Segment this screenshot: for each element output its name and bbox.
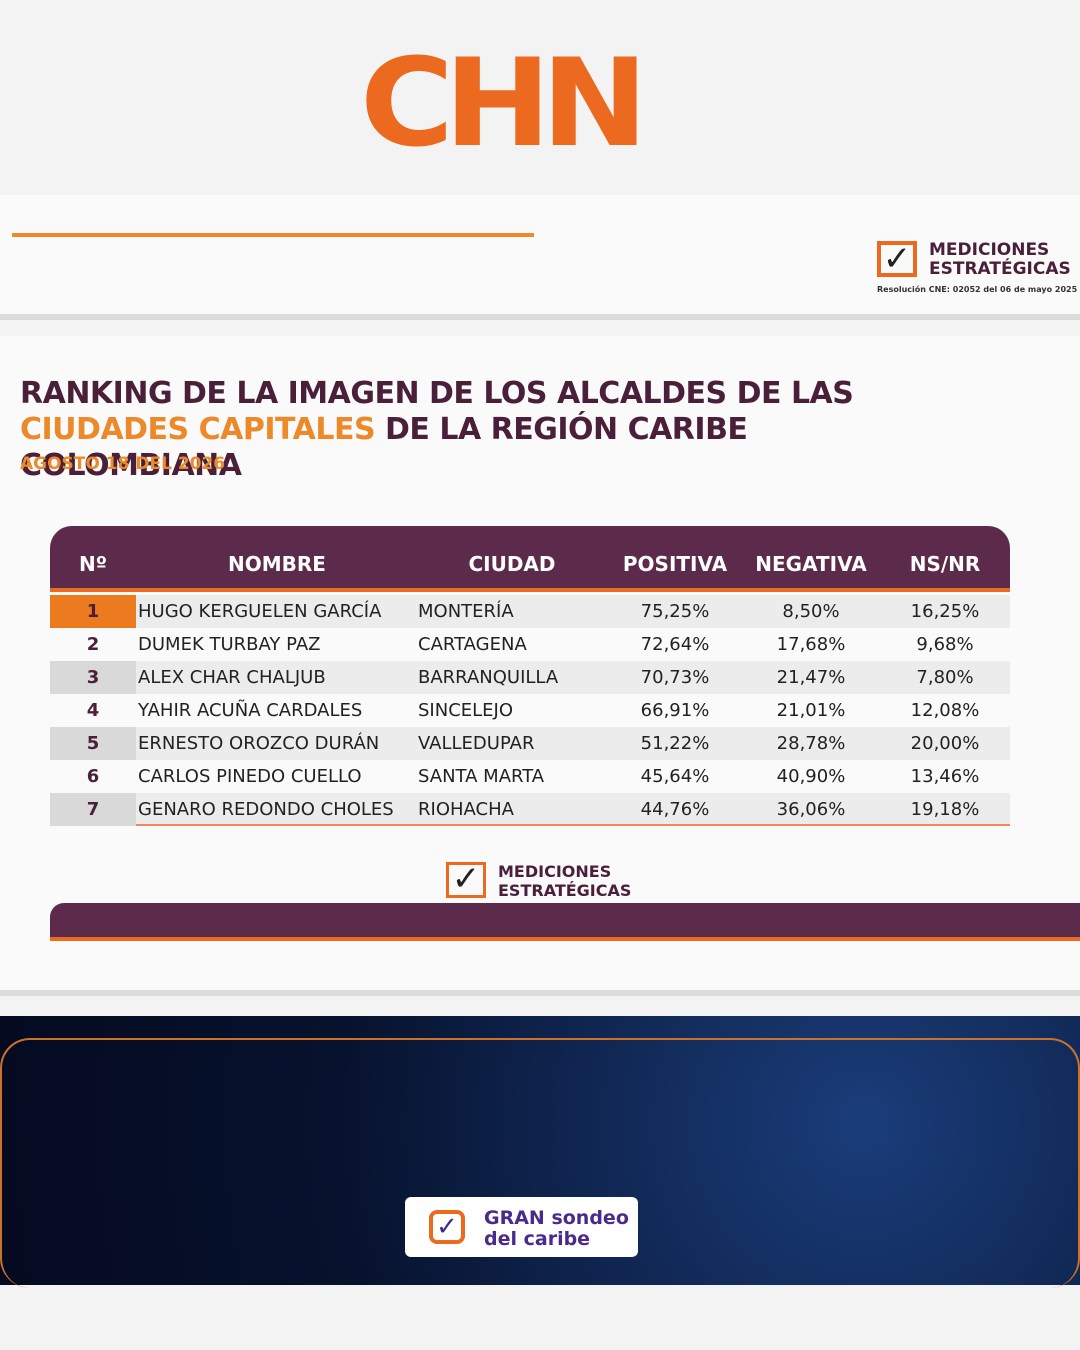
cell-text: 9,68% — [916, 634, 974, 655]
check-icon: ✓ — [877, 241, 917, 277]
table-row: 2 DUMEK TURBAY PAZ CARTAGENA 72,64% 17,68% 9,… — [50, 628, 1010, 661]
cell-text: SANTA MARTA — [418, 766, 545, 787]
check-icon: ✓ — [446, 862, 486, 898]
date: AGOSTO 18 DEL 2026 — [20, 454, 226, 474]
rank: 7 — [86, 799, 100, 820]
rank: 5 — [86, 733, 100, 754]
table-row: 3 ALEX CHAR CHALJUB BARRANQUILLA 70,73% 21,4… — [50, 661, 1010, 694]
cell-text: 44,76% — [640, 799, 710, 820]
rank-cell — [50, 661, 136, 694]
cell-text: 70,73% — [640, 667, 710, 688]
footer-bar — [50, 903, 1080, 941]
column-header: NS/NR — [909, 552, 981, 576]
cell-text: DUMEK TURBAY PAZ — [138, 634, 321, 655]
title-part: DE LA REGIÓN CARIBE COLOMBIANA — [20, 412, 748, 483]
cell-text: 72,64% — [640, 634, 710, 655]
cell-text: YAHIR ACUÑA CARDALES — [138, 700, 363, 721]
rank-cell — [50, 727, 136, 760]
cell-text: 7,80% — [916, 667, 974, 688]
column-header: CIUDAD — [468, 552, 556, 576]
badge-line: del caribe — [484, 1228, 591, 1250]
rank-cell — [50, 793, 136, 826]
badge: ✓ GRAN sondeo del caribe — [405, 1197, 638, 1257]
cell-text: 16,25% — [910, 601, 980, 622]
cell-text: RIOHACHA — [418, 799, 514, 820]
title-part: CIUDADES CAPITALES — [20, 412, 376, 447]
cell-text: 75,25% — [640, 601, 710, 622]
cell-text: BARRANQUILLA — [418, 667, 559, 688]
table-row: 5 ERNESTO OROZCO DURÁN VALLEDUPAR 51,22% 28,… — [50, 727, 1010, 760]
cell-text: SINCELEJO — [418, 700, 514, 721]
title: RANKING DE LA IMAGEN DE LOS ALCALDES DE … — [20, 376, 920, 484]
rank: 1 — [86, 601, 100, 622]
table-row: 7 GENARO REDONDO CHOLES RIOHACHA 44,76% 36,0… — [50, 793, 1010, 826]
resolution: Resolución CNE: 02052 del 06 de mayo 202… — [877, 285, 1078, 294]
brand-line: ESTRATÉGICAS — [498, 881, 632, 900]
cell-text: VALLEDUPAR — [418, 733, 535, 754]
column-header: POSITIVA — [622, 552, 728, 576]
table-row: 4 YAHIR ACUÑA CARDALES SINCELEJO 66,91% 21,0… — [50, 694, 1010, 727]
rank: 4 — [86, 700, 100, 721]
table-row: 1 HUGO KERGUELEN GARCÍA MONTERÍA 75,25% 8,50… — [50, 595, 1010, 628]
table-row: 6 CARLOS PINEDO CUELLO SANTA MARTA 45,64% 40… — [50, 760, 1010, 793]
brand-line: MEDICIONES — [498, 862, 612, 881]
rank: 2 — [86, 634, 100, 655]
cell-text: 8,50% — [782, 601, 840, 622]
divider — [12, 233, 534, 237]
cell-text: ALEX CHAR CHALJUB — [138, 667, 326, 688]
cell-text: 28,78% — [776, 733, 846, 754]
column-header: NOMBRE — [228, 552, 326, 576]
frame — [0, 1038, 1080, 1288]
check-icon: ✓ — [429, 1210, 465, 1244]
cell-text: GENARO REDONDO CHOLES — [138, 799, 394, 820]
cell-text: MONTERÍA — [418, 601, 514, 622]
cell-text: 17,68% — [776, 634, 846, 655]
cell-text: ERNESTO OROZCO DURÁN — [138, 733, 380, 754]
rank: 3 — [86, 667, 100, 688]
cell-text: 51,22% — [640, 733, 710, 754]
cell-text: HUGO KERGUELEN GARCÍA — [138, 601, 382, 622]
table-header: Nº NOMBRE CIUDAD POSITIVA NEGATIVA NS/NR — [50, 526, 1010, 592]
cell-text: 21,47% — [776, 667, 846, 688]
rank: 6 — [86, 766, 100, 787]
cell-text: 12,08% — [910, 700, 980, 721]
brand-band: ✓ MEDICIONES ESTRATÉGICAS Resolución CNE… — [0, 195, 1080, 320]
cell-text: 66,91% — [640, 700, 710, 721]
cell-text: 45,64% — [640, 766, 710, 787]
cell-text: 20,00% — [910, 733, 980, 754]
cell-text: CARTAGENA — [418, 634, 527, 655]
cell-text: 21,01% — [776, 700, 846, 721]
cell-text: 36,06% — [776, 799, 846, 820]
rank-cell — [50, 595, 136, 628]
cell-text: 19,18% — [910, 799, 980, 820]
title-part: RANKING DE LA IMAGEN DE LOS ALCALDES DE … — [20, 376, 854, 411]
brand-line: ESTRATÉGICAS — [929, 259, 1071, 279]
brand-line: MEDICIONES — [929, 240, 1050, 260]
column-header: NEGATIVA — [755, 552, 867, 576]
logo: CHN — [360, 32, 648, 175]
cell-text: 13,46% — [910, 766, 980, 787]
column-header: Nº — [78, 552, 108, 576]
cell-text: CARLOS PINEDO CUELLO — [138, 766, 362, 787]
badge-line: GRAN sondeo — [484, 1207, 629, 1229]
cell-text: 40,90% — [776, 766, 846, 787]
